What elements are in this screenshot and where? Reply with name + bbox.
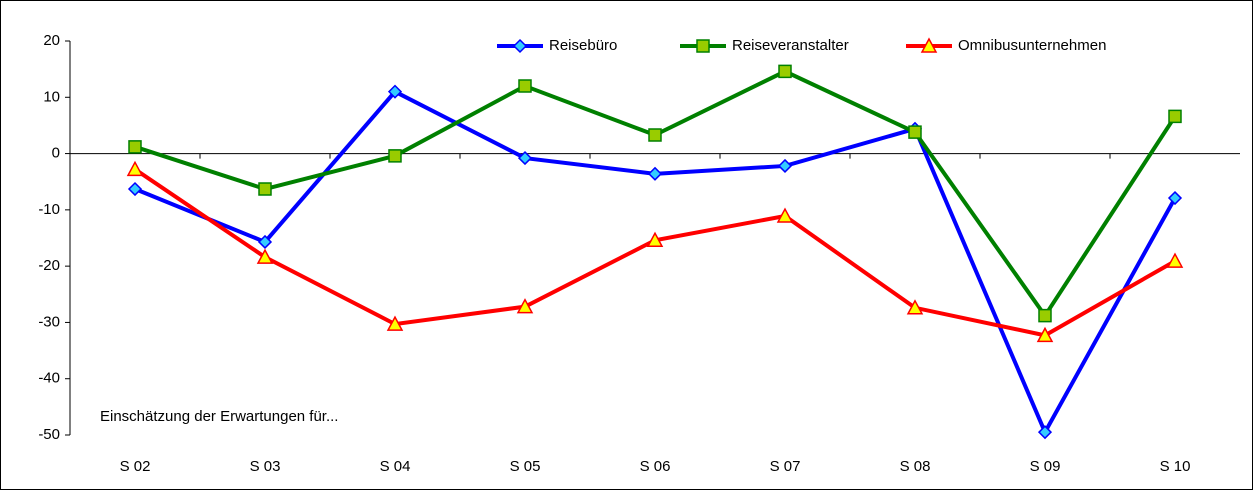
marker [386,315,404,331]
marker [776,207,794,223]
marker [388,149,402,163]
marker [1166,252,1184,268]
marker [1038,308,1052,323]
marker [906,299,924,315]
x-tick-label: S 02 [120,458,151,475]
marker [920,37,938,53]
marker [1167,190,1183,206]
marker [1168,109,1182,124]
marker [516,298,534,314]
x-tick-label: S 10 [1160,458,1191,475]
marker [518,79,532,93]
marker [777,158,793,174]
x-tick-label: S 06 [640,458,671,475]
marker [126,160,144,177]
y-tick-label: -20 [38,257,60,274]
annotation: Einschätzung der Erwartungen für... [100,408,338,425]
marker [512,38,528,54]
marker [256,248,274,264]
marker [517,151,533,166]
legend-label: Reisebüro [549,37,617,54]
x-tick-label: S 04 [380,458,411,475]
y-tick-label: 0 [52,145,60,162]
marker [1036,326,1054,343]
legend-label: Omnibusunternehmen [958,37,1106,54]
marker [257,234,273,250]
x-tick-label: S 09 [1030,458,1061,475]
marker [696,39,710,53]
marker [648,128,662,142]
marker [127,181,143,197]
x-tick-label: S 05 [510,458,541,475]
marker [908,125,922,139]
y-tick-label: 20 [43,32,60,49]
y-tick-label: -50 [38,426,60,443]
marker [778,64,792,79]
marker [258,182,272,196]
y-tick-label: 10 [43,88,60,105]
y-tick-label: -10 [38,201,60,218]
legend-label: Reiseveranstalter [732,37,849,54]
marker [647,166,663,181]
x-tick-label: S 03 [250,458,281,475]
y-tick-label: -40 [38,370,60,387]
marker [1037,425,1053,440]
marker [646,231,664,248]
y-tick-label: -30 [38,313,60,330]
marker [128,140,142,154]
marker [387,84,403,99]
x-tick-label: S 07 [770,458,801,475]
x-tick-label: S 08 [900,458,931,475]
